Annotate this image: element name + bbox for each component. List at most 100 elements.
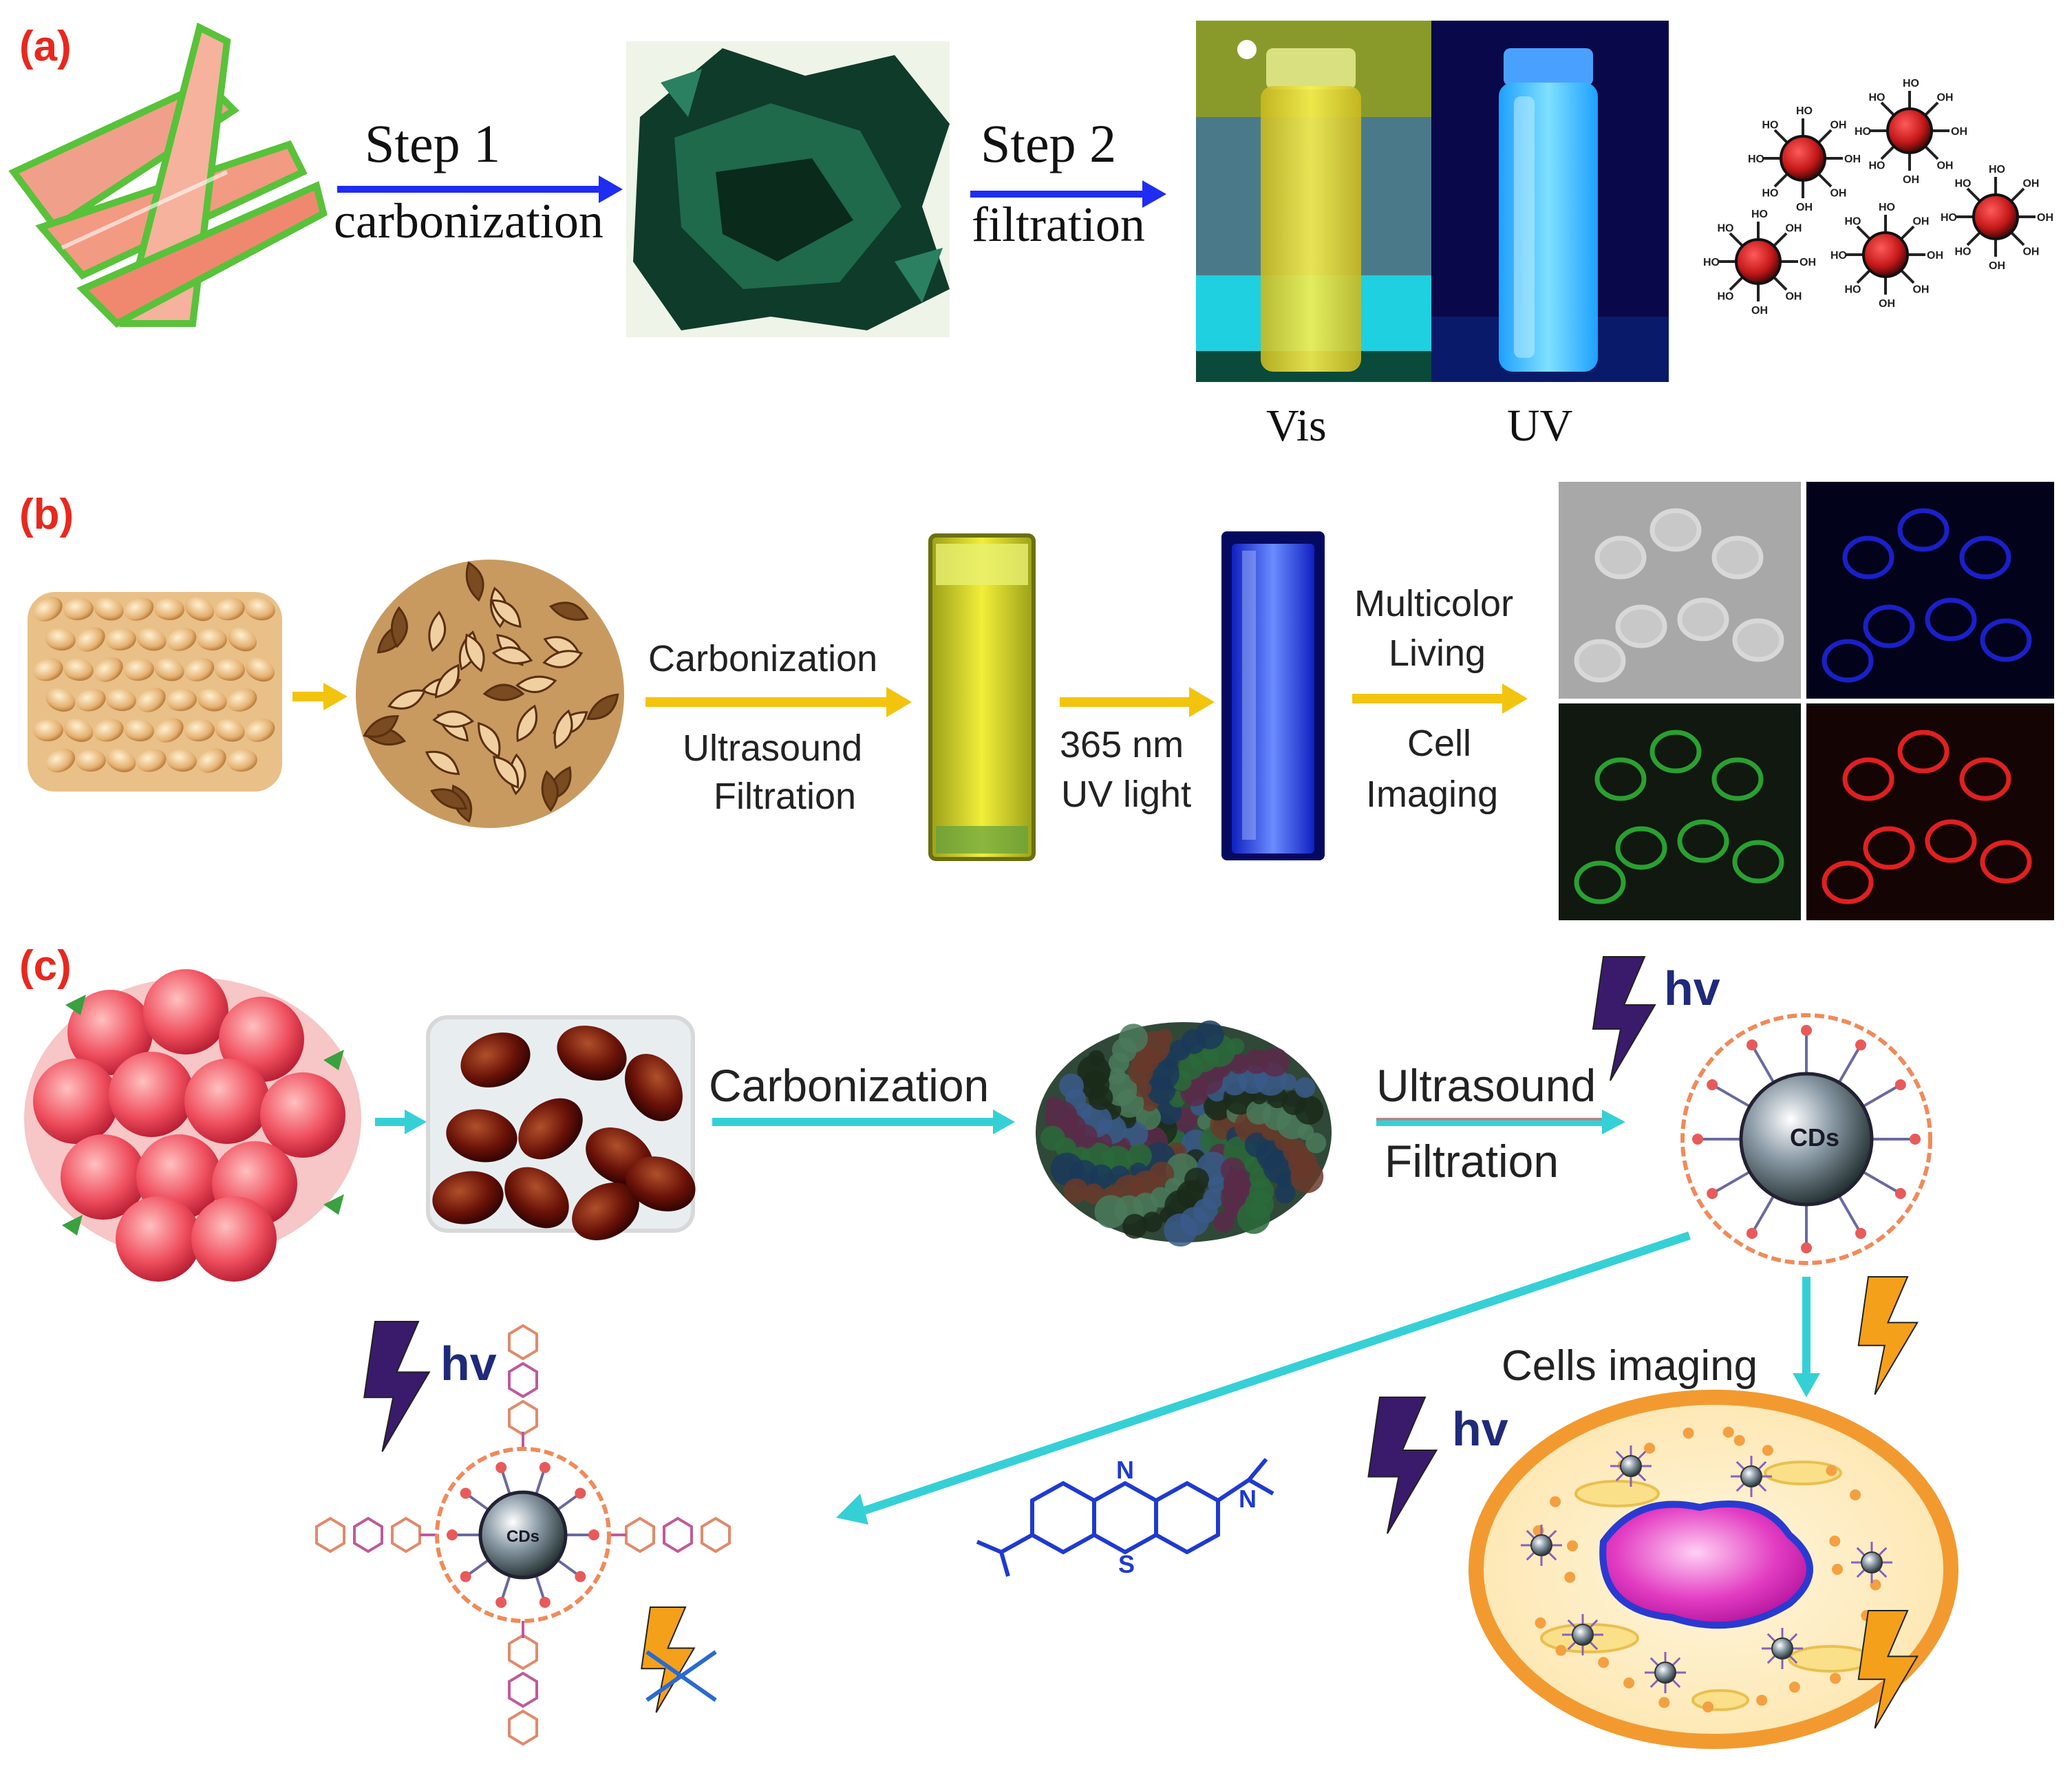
- carbon-dot: OH OH OH HO HO HO HO OH: [1830, 202, 1943, 310]
- hydroxyl-label: OH: [1879, 298, 1895, 310]
- hydroxyl-label: HO: [1830, 250, 1847, 262]
- quench-cross: [645, 1650, 717, 1702]
- peanut: [184, 719, 215, 742]
- hydroxyl-label: OH: [1912, 216, 1929, 228]
- panel-a-label: (a): [19, 23, 72, 70]
- cd-ligand: [500, 1469, 511, 1495]
- hydroxyl-label: HO: [1989, 164, 2005, 176]
- vesicle: [1598, 1657, 1610, 1668]
- lychee-seed: [460, 1032, 531, 1088]
- cell-outline: [1711, 757, 1764, 801]
- cell-outline: [1959, 535, 2011, 580]
- hydroxyl-label: OH: [1936, 160, 1953, 171]
- peanut: [124, 597, 154, 621]
- lychee-seed: [572, 1183, 639, 1240]
- hydroxyl-label: OH: [2022, 246, 2039, 257]
- b-multicolor-label: Multicolor: [1354, 583, 1513, 624]
- powder-grain: [1136, 1105, 1162, 1130]
- peanut: [197, 688, 227, 712]
- dye-ring: [508, 1399, 538, 1436]
- shell-piece: [430, 788, 468, 810]
- peanut: [94, 597, 124, 621]
- peanut: [167, 749, 197, 772]
- lychee-seed: [625, 1054, 683, 1121]
- vis-label: Vis: [1266, 401, 1327, 451]
- peanut: [63, 597, 94, 621]
- cd-ligand: [466, 1493, 490, 1512]
- shell-piece: [491, 646, 533, 665]
- shell-piece: [390, 606, 408, 648]
- panel-c: (c) Carbonization: [19, 942, 1958, 1749]
- powder-grain: [1274, 1183, 1296, 1204]
- cd-ligand-end: [1894, 1188, 1906, 1199]
- cd-ligand-end: [495, 1596, 507, 1608]
- shell-piece: [478, 721, 501, 759]
- hydroxyl-label: HO: [1955, 178, 1972, 190]
- vesicle: [1623, 1677, 1635, 1689]
- cd-ligand-end: [447, 1529, 458, 1540]
- cell-outline: [1842, 757, 1894, 801]
- peanut: [124, 658, 154, 681]
- peanut: [137, 688, 166, 712]
- peanut: [167, 628, 197, 651]
- powder-grain: [1290, 1160, 1324, 1194]
- quenched-carbon-dot: CDs: [315, 1324, 731, 1746]
- cd-ligand: [556, 1493, 580, 1512]
- c-ultrasound-label: Ultrasound: [1376, 1060, 1596, 1111]
- cell-outline: [1732, 618, 1784, 662]
- cd-ligand: [1862, 1084, 1900, 1108]
- hydroxyl-label: OH: [1844, 153, 1861, 165]
- peanut: [184, 597, 215, 622]
- hydroxyl-label: HO: [1718, 290, 1734, 302]
- cd-label: CDs: [506, 1527, 540, 1546]
- quenching-arrow: [836, 1231, 1691, 1525]
- cd-ligand-end: [575, 1487, 586, 1499]
- dye-ring: [663, 1516, 693, 1553]
- shell-piece: [465, 561, 484, 602]
- cd-ligand-end: [539, 1596, 551, 1608]
- cd-ligand-end: [588, 1529, 599, 1540]
- powder-grain: [1083, 1183, 1104, 1205]
- internalized-cd: [1620, 1455, 1642, 1477]
- powder-grain: [1305, 1132, 1327, 1154]
- cells-imaging-arrow: [1793, 1277, 1820, 1397]
- shell-piece: [428, 611, 447, 653]
- lychee: [143, 969, 228, 1054]
- lychee-seed: [446, 1109, 517, 1163]
- imaged-cell: [1468, 1390, 1958, 1749]
- uv-bottle-photo: [1431, 21, 1669, 382]
- internalized-cd: [1861, 1551, 1883, 1573]
- peanut: [94, 657, 123, 682]
- panel-a: (a) Step 1 carbonization: [8, 21, 2053, 451]
- light-bolt-icon: [1367, 1397, 1438, 1534]
- shell-piece: [464, 633, 485, 672]
- cells-imaging-label: Cells imaging: [1502, 1342, 1758, 1390]
- peanut: [245, 657, 275, 682]
- vesicle: [1830, 1673, 1841, 1684]
- cell-outline: [1732, 840, 1784, 884]
- powder-grain: [1045, 1096, 1062, 1113]
- dye-ring: [508, 1633, 538, 1671]
- uv-label: UV: [1507, 401, 1572, 451]
- blue-cuvette: [1221, 531, 1325, 860]
- hydroxyl-label: OH: [1989, 260, 2005, 272]
- powder-grain: [1280, 1074, 1297, 1091]
- b-imaging-label: Imaging: [1366, 774, 1498, 815]
- shell-piece: [482, 683, 525, 701]
- vesicle: [1550, 1496, 1561, 1507]
- leaf: [323, 1194, 344, 1215]
- cell-outline: [1615, 604, 1667, 648]
- shell-piece: [434, 664, 460, 699]
- peanut: [34, 597, 63, 622]
- cd-ligand: [556, 1558, 580, 1577]
- step2-title: Step 2: [981, 114, 1116, 173]
- powder-grain: [1050, 1152, 1084, 1186]
- hydroxyl-label: OH: [1785, 290, 1802, 302]
- uv-light-arrow: [1060, 687, 1215, 717]
- peanut: [106, 688, 136, 712]
- powder-grain: [1088, 1050, 1105, 1067]
- cd-ligand-end: [1894, 1079, 1906, 1090]
- shell-piece: [541, 770, 559, 812]
- carbonization-arrow: [645, 687, 912, 717]
- lychee-seed: [518, 1098, 583, 1160]
